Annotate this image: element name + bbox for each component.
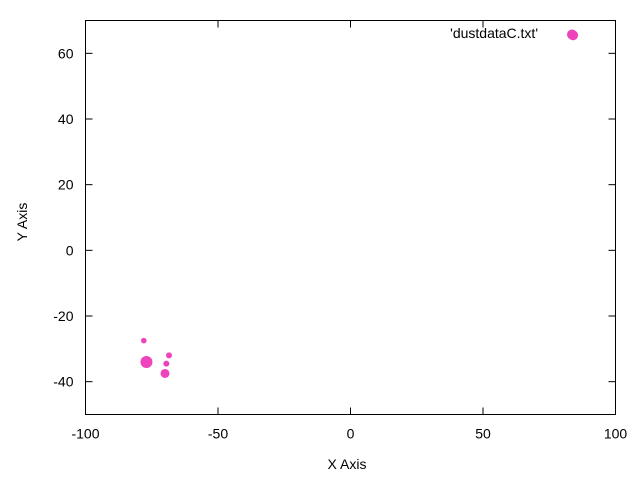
data-point — [163, 360, 170, 367]
legend-marker — [567, 29, 577, 40]
x-tick-label: 50 — [475, 426, 491, 442]
data-point — [165, 352, 172, 359]
y-axis-ticks: -40 -20 0 20 40 60 — [53, 45, 616, 390]
y-tick-label: -20 — [53, 308, 73, 324]
plot-frame — [85, 20, 616, 415]
data-points — [140, 30, 579, 378]
data-point — [140, 355, 153, 368]
y-tick-label: 0 — [66, 242, 74, 258]
x-tick-label: 100 — [604, 426, 628, 442]
y-tick-label: 20 — [58, 177, 74, 193]
x-tick-label: -100 — [71, 426, 99, 442]
data-point — [141, 337, 147, 344]
y-tick-label: 40 — [58, 111, 74, 127]
legend: 'dustdataC.txt' — [450, 25, 577, 41]
legend-label: 'dustdataC.txt' — [450, 25, 538, 41]
y-axis-label: Y Axis — [14, 203, 30, 242]
x-axis-ticks: -100 -50 0 50 100 — [71, 20, 628, 442]
y-tick-label: -40 — [53, 374, 73, 390]
x-tick-label: 0 — [347, 426, 355, 442]
x-tick-label: -50 — [208, 426, 228, 442]
x-axis-label: X Axis — [328, 456, 367, 472]
data-point — [160, 368, 170, 378]
y-tick-label: 60 — [58, 45, 74, 61]
